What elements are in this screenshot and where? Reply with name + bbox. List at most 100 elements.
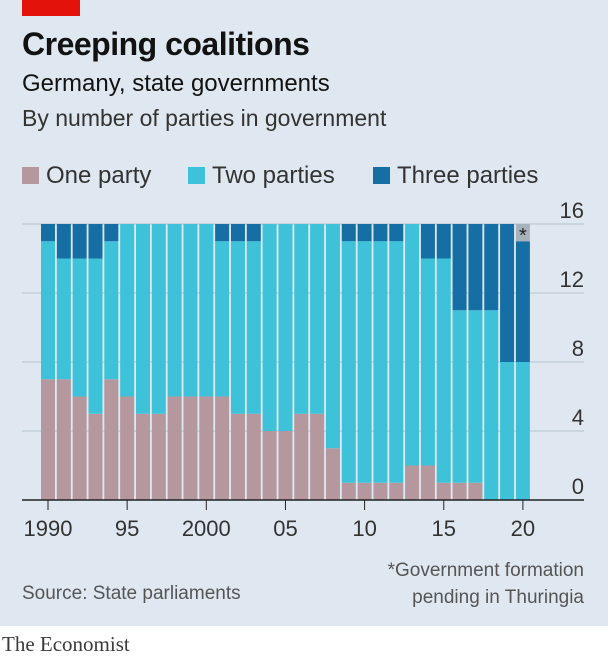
bar-segment-one-party bbox=[167, 396, 182, 500]
legend-swatch-one-party bbox=[22, 167, 39, 184]
bar-segment-three-parties bbox=[230, 224, 245, 242]
bar-segment-two-parties bbox=[405, 224, 420, 466]
bar-segment-one-party bbox=[215, 396, 230, 500]
chart-description: By number of parties in government bbox=[22, 105, 387, 131]
bar-segment-two-parties bbox=[262, 224, 277, 431]
bar-segment-two-parties bbox=[310, 224, 325, 414]
bar-segment-one-party bbox=[278, 431, 293, 500]
chart-subtitle: Germany, state governments bbox=[22, 70, 330, 97]
bar-segment-two-parties bbox=[41, 241, 55, 380]
y-tick-label: 4 bbox=[572, 405, 584, 430]
bar-segment-three-parties bbox=[56, 224, 71, 259]
bar-segment-three-parties bbox=[215, 224, 230, 242]
footnote-line-2: pending in Thuringia bbox=[412, 587, 584, 608]
bar-segment-one-party bbox=[373, 482, 388, 500]
bar-segment-three-parties bbox=[72, 224, 87, 259]
bar-segment-one-party bbox=[72, 396, 87, 500]
bar-segment-one-party bbox=[262, 431, 277, 500]
legend-label-two-parties: Two parties bbox=[212, 162, 335, 189]
bar-segment-one-party bbox=[357, 482, 372, 500]
bar-segment-one-party bbox=[104, 379, 119, 500]
bar-segment-one-party bbox=[468, 482, 483, 500]
x-tick-label: 20 bbox=[511, 516, 535, 541]
bar-segment-three-parties bbox=[468, 224, 483, 311]
bar-segment-three-parties bbox=[88, 224, 103, 259]
bar-segment-pending bbox=[515, 224, 530, 242]
bar-segment-two-parties bbox=[341, 241, 356, 483]
y-tick-label: 12 bbox=[560, 267, 584, 292]
source-note: Source: State parliaments bbox=[22, 583, 241, 604]
bar-segment-one-party bbox=[389, 482, 404, 500]
bar-segment-three-parties bbox=[341, 224, 356, 242]
footnote: *Government formation pending in Thuring… bbox=[388, 557, 584, 611]
bar-segment-one-party bbox=[294, 413, 309, 500]
bar-segment-one-party bbox=[341, 482, 356, 500]
footnote-line-1: *Government formation bbox=[387, 560, 584, 581]
stacked-bar-chart: 0 4 8 12 16 * 1990 95 2000 05 10 15 20 bbox=[22, 198, 584, 541]
bar-segment-one-party bbox=[325, 448, 340, 500]
bar-segment-three-parties bbox=[420, 224, 435, 259]
bar-segment-three-parties bbox=[373, 224, 388, 242]
bar-segment-two-parties bbox=[199, 224, 214, 397]
bar-segment-two-parties bbox=[436, 258, 451, 483]
bar-segment-three-parties bbox=[389, 224, 404, 242]
bar-segment-two-parties bbox=[246, 241, 261, 414]
y-tick-label: 8 bbox=[572, 336, 584, 361]
bar-segment-two-parties bbox=[230, 241, 245, 414]
x-tick-label: 1990 bbox=[24, 516, 73, 541]
bar-segment-one-party bbox=[135, 413, 150, 500]
bar-segment-one-party bbox=[246, 413, 261, 500]
bar-segment-one-party bbox=[56, 379, 71, 500]
brand-red-tag bbox=[22, 0, 80, 16]
bar-segment-one-party bbox=[151, 413, 166, 500]
bar-segment-three-parties bbox=[104, 224, 119, 242]
bar-segment-one-party bbox=[120, 396, 135, 500]
bar-segment-two-parties bbox=[72, 258, 87, 397]
x-tick-label: 15 bbox=[432, 516, 456, 541]
bar-segment-two-parties bbox=[373, 241, 388, 483]
x-tick-label: 2000 bbox=[182, 516, 231, 541]
bar-segment-three-parties bbox=[246, 224, 261, 242]
x-tick-label: 05 bbox=[273, 516, 297, 541]
bar-segment-one-party bbox=[405, 465, 420, 500]
legend-label-three-parties: Three parties bbox=[397, 162, 539, 189]
legend-item-two-parties: Two parties bbox=[188, 162, 335, 190]
bar-segment-one-party bbox=[230, 413, 245, 500]
bar-segment-two-parties bbox=[294, 224, 309, 414]
bar-segment-two-parties bbox=[484, 310, 499, 500]
bar-segment-one-party bbox=[199, 396, 214, 500]
bar-segment-two-parties bbox=[468, 310, 483, 483]
bar-segment-two-parties bbox=[183, 224, 198, 397]
bar-segment-three-parties bbox=[484, 224, 499, 311]
bar-segment-two-parties bbox=[278, 224, 293, 431]
chart-title: Creeping coalitions bbox=[22, 26, 310, 62]
bar-segment-two-parties bbox=[389, 241, 404, 483]
bar-segment-two-parties bbox=[515, 362, 530, 500]
bar-segment-one-party bbox=[420, 465, 435, 500]
economist-brand: The Economist bbox=[2, 632, 130, 656]
x-tick-label: 10 bbox=[352, 516, 376, 541]
bar-segment-two-parties bbox=[167, 224, 182, 397]
bar-segment-one-party bbox=[452, 482, 467, 500]
bar-segment-two-parties bbox=[215, 241, 230, 397]
bar-segment-three-parties bbox=[515, 241, 530, 362]
bar-segment-two-parties bbox=[357, 241, 372, 483]
legend-swatch-three-parties bbox=[373, 167, 390, 184]
bar-segment-three-parties bbox=[452, 224, 467, 311]
bar-segment-two-parties bbox=[325, 224, 340, 449]
y-tick-label: 0 bbox=[572, 474, 584, 499]
legend-item-one-party: One party bbox=[22, 162, 151, 190]
bar-segment-three-parties bbox=[436, 224, 451, 259]
bar-segment-two-parties bbox=[56, 258, 71, 380]
bar-segment-one-party bbox=[183, 396, 198, 500]
bar-segment-two-parties bbox=[151, 224, 166, 414]
bar-segment-two-parties bbox=[452, 310, 467, 483]
y-tick-label: 16 bbox=[560, 198, 584, 223]
legend-label-one-party: One party bbox=[46, 162, 152, 189]
bar-segment-two-parties bbox=[88, 258, 103, 414]
bar-segment-two-parties bbox=[104, 241, 119, 380]
bar-segment-three-parties bbox=[500, 224, 515, 362]
bar-segment-one-party bbox=[88, 413, 103, 500]
bar-segment-three-parties bbox=[357, 224, 372, 242]
bar-segment-two-parties bbox=[420, 258, 435, 466]
